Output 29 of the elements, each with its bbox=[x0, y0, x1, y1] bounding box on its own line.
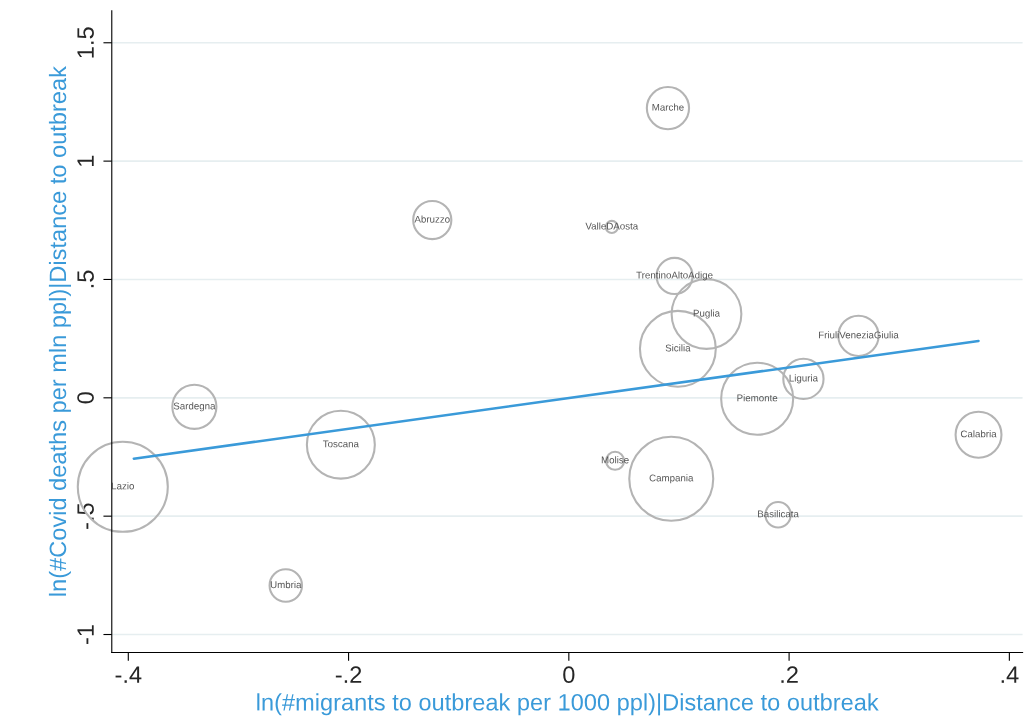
annotation: Umbria bbox=[270, 580, 302, 589]
annotation: TrentinoAltoAdige bbox=[636, 271, 713, 281]
x-tick-label: -.2 bbox=[335, 666, 362, 683]
annotation: Marche bbox=[652, 103, 684, 111]
annotation: Puglia bbox=[693, 309, 721, 319]
annotation: Molise bbox=[601, 456, 629, 464]
y-tick-label: 1.5 bbox=[77, 27, 94, 58]
annotation: Lazio bbox=[111, 482, 135, 490]
annotation: Calabria bbox=[960, 430, 997, 438]
annotation: ValleDAosta bbox=[585, 222, 639, 230]
annotation: Sicilia bbox=[665, 344, 691, 352]
x-tick-label: 0 bbox=[563, 666, 575, 684]
x-tick-label: .2 bbox=[781, 666, 798, 683]
x-axis-title: ln(#migrants to outbreak per 1000 ppl)|Distance to outbreak bbox=[257, 693, 879, 716]
y-tick-label: 0 bbox=[77, 392, 94, 404]
annotation: Piemonte bbox=[737, 394, 778, 402]
y-tick-label: .5 bbox=[77, 270, 94, 288]
annotation: Campania bbox=[649, 474, 694, 484]
annotation: Toscana bbox=[322, 440, 359, 448]
y-tick-label: -1 bbox=[77, 625, 94, 644]
x-tick-label: -.4 bbox=[115, 666, 142, 683]
annotation: FriuliVeneziaGiulia bbox=[819, 331, 899, 339]
annotation: Liguria bbox=[789, 374, 819, 384]
y-axis-title: ln(#Covid deaths per mln ppl)|Distance to outbreak bbox=[48, 66, 72, 596]
x-tick-label: .4 bbox=[1001, 666, 1019, 683]
annotation: Basilicata bbox=[758, 510, 799, 518]
annotation: Abruzzo bbox=[414, 215, 450, 223]
annotation: Sardegna bbox=[173, 402, 216, 412]
y-tick-label: 1 bbox=[77, 155, 94, 166]
